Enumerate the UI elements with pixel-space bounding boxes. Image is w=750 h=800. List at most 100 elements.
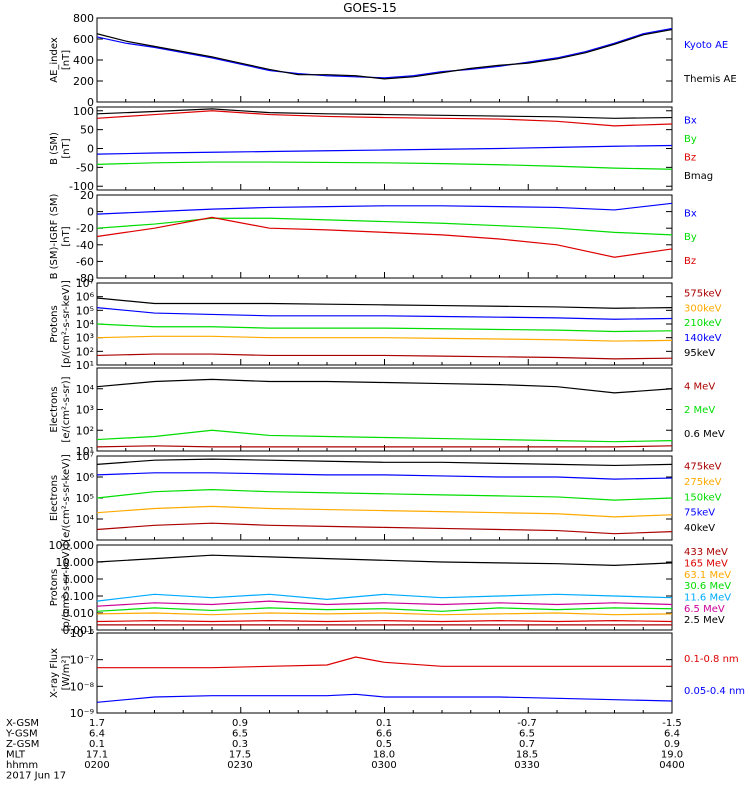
legend-entry: Bmag	[684, 171, 713, 182]
y-axis-label: [W/m²]	[61, 655, 72, 690]
y-tick-label: 10⁵	[76, 492, 94, 505]
series-line	[96, 378, 673, 394]
legend-entry: Bz	[684, 256, 696, 267]
y-tick-label: 10⁻⁹	[70, 707, 94, 720]
y-tick-label: 10⁶	[76, 471, 95, 484]
series-line	[96, 429, 673, 443]
xaxis-row-label: Z-GSM	[6, 739, 39, 750]
y-axis-label: B (SM)-IGRF (SM)	[49, 194, 60, 280]
series-line	[96, 620, 673, 623]
legend-entry: 0.1-0.8 nm	[684, 654, 739, 665]
y-tick-label: 10.000	[56, 556, 95, 569]
legend-entry: 30.6 MeV	[684, 581, 731, 592]
y-tick-label: -60	[76, 255, 94, 268]
y-tick-label: 10⁵	[76, 304, 94, 317]
series-line	[96, 607, 673, 612]
plot-title: GOES-15	[343, 1, 397, 15]
y-axis-label: Protons	[49, 569, 60, 606]
y-tick-label: 10⁷	[76, 450, 94, 463]
legend-entry: 210keV	[684, 318, 722, 329]
y-tick-label: 10³	[76, 332, 94, 345]
xaxis-value: -1.5	[662, 718, 682, 729]
y-tick-label: 0	[87, 96, 94, 109]
legend-entry: Bz	[684, 152, 696, 163]
y-axis-label: X-ray Flux	[49, 648, 60, 698]
y-tick-label: 10⁻⁶	[70, 627, 95, 640]
y-tick-label: 10¹	[76, 359, 94, 372]
y-axis-label: [nT]	[61, 50, 72, 70]
y-tick-label: 100.000	[49, 539, 95, 552]
y-tick-label: -100	[69, 180, 94, 193]
y-axis-label: Electrons	[49, 386, 60, 432]
series-line	[96, 353, 673, 360]
xaxis-value: 18.0	[373, 750, 395, 761]
series-line	[96, 110, 673, 127]
legend-entry: 75keV	[684, 508, 715, 519]
xaxis-value: 0.1	[376, 718, 392, 729]
panel-frame	[96, 632, 673, 714]
panel-bigrf: -80 -60 -40 -20 0 20 B (SM)-IGRF (SM) [nT] Bx By B…	[49, 189, 697, 285]
xaxis-value: 0230	[227, 760, 252, 771]
series-line	[96, 693, 673, 703]
legend-entry: Bx	[684, 116, 697, 127]
legend-entry: 275keV	[684, 477, 722, 488]
xaxis-value: 0300	[371, 760, 396, 771]
y-tick-label: 800	[73, 12, 94, 25]
y-tick-label: 0	[87, 206, 94, 219]
series-line	[96, 297, 673, 309]
y-axis-label: B (SM)	[49, 132, 60, 165]
series-line	[96, 522, 673, 535]
y-tick-label: 50	[80, 124, 94, 137]
xaxis-value: 17.5	[229, 750, 251, 761]
series-line	[96, 216, 673, 258]
legend-entry: 300keV	[684, 303, 722, 314]
legend-entry: 150keV	[684, 492, 722, 503]
panel-electrons_mev: 10¹ 10² 10³ 10⁴ Electrons [e/(cm²-s-sr)] 4 MeV…	[49, 367, 725, 458]
legend-entry: 575keV	[684, 288, 722, 299]
y-tick-label: 200	[73, 75, 94, 88]
y-tick-label: 600	[73, 33, 94, 46]
y-axis-label: [e/(cm²-s-sr-keV)]	[61, 454, 72, 542]
series-line	[96, 323, 673, 333]
y-tick-label: 400	[73, 54, 94, 67]
series-line	[96, 217, 673, 236]
series-line	[96, 472, 673, 480]
xaxis-value: 6.5	[519, 729, 535, 740]
y-tick-label: -20	[76, 222, 94, 235]
y-axis-label: [p/(cm²-s-sr-keV)]	[61, 544, 72, 632]
xaxis-row-label: X-GSM	[6, 718, 39, 729]
series-line	[96, 458, 673, 467]
xaxis-value: 0.9	[232, 718, 248, 729]
series-line	[96, 28, 673, 80]
legend-entry: 40keV	[684, 523, 715, 534]
panel-frame	[96, 106, 673, 191]
xaxis-value: 0330	[514, 760, 539, 771]
y-axis-label: AE_index	[49, 37, 60, 83]
panel-frame	[96, 194, 673, 279]
series-line	[96, 505, 673, 518]
xaxis-value: 0.9	[664, 739, 680, 750]
xaxis-value: 0200	[84, 760, 109, 771]
y-axis-label: [e/(cm²-s-sr)]	[61, 376, 72, 442]
series-line	[96, 554, 673, 567]
y-tick-label: 10²	[76, 424, 94, 437]
legend-entry: 140keV	[684, 333, 722, 344]
y-tick-label: -80	[76, 272, 94, 285]
panel-ae: 0 200 400 600 800 AE_index [nT] Kyoto AE Themis …	[49, 12, 737, 109]
series-line	[96, 144, 673, 155]
xaxis-value: 6.4	[664, 729, 680, 740]
xaxis-value: 6.4	[89, 729, 105, 740]
y-tick-label: -40	[76, 239, 94, 252]
legend-entry: 2 MeV	[684, 405, 715, 416]
xaxis-value: 0.7	[519, 739, 535, 750]
y-tick-label: 10²	[76, 345, 94, 358]
panel-xray: 10⁻⁹ 10⁻⁸ 10⁻⁷ 10⁻⁶ X-ray Flux [W/m²] 0.1-0.8 …	[49, 627, 745, 720]
xaxis-value: 6.5	[232, 729, 248, 740]
legend-entry: 4 MeV	[684, 381, 715, 392]
y-tick-label: 20	[80, 189, 94, 202]
series-line	[97, 656, 672, 669]
series-line	[96, 108, 673, 119]
x-axis-table: X-GSM 1.7 0.9 0.1 -0.7 -1.5 Y-GSM 6.4 6.5 6.6 6.5 6…	[5, 718, 685, 782]
